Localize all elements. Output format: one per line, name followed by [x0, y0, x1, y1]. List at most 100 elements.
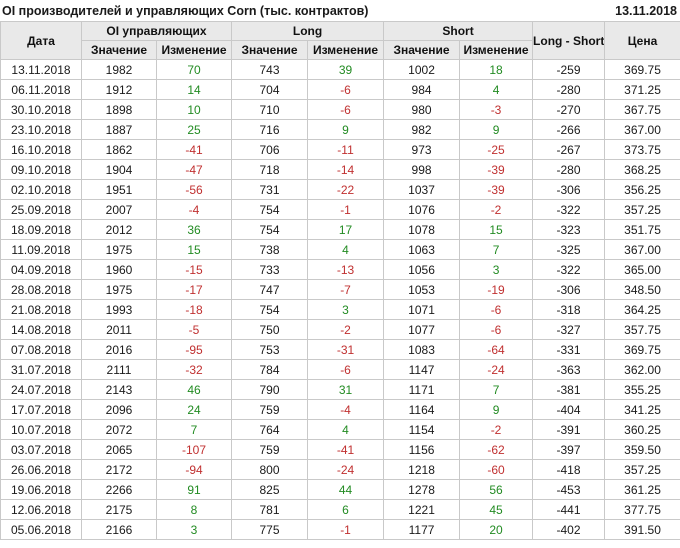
- cell-long-value: 731: [231, 179, 309, 200]
- cell-short-change: 15: [459, 219, 534, 240]
- cell-oi-change: 8: [155, 499, 233, 520]
- cell-long-value: 704: [231, 79, 309, 100]
- cell-price: 359.50: [604, 439, 680, 460]
- cell-oi-change: -107: [155, 439, 233, 460]
- cell-long-change: -41: [307, 439, 385, 460]
- cell-short-change: 7: [459, 239, 534, 260]
- cell-long-short: -322: [532, 199, 606, 220]
- cell-long-short: -280: [532, 159, 606, 180]
- cell-long-short: -381: [532, 379, 606, 400]
- cell-date: 04.09.2018: [0, 259, 82, 280]
- cell-short-change: 3: [459, 259, 534, 280]
- cell-oi-change: 15: [155, 239, 233, 260]
- cell-short-change: -39: [459, 179, 534, 200]
- cell-oi-change: 3: [155, 519, 233, 540]
- cell-short-change: -2: [459, 419, 534, 440]
- cell-date: 19.06.2018: [0, 479, 82, 500]
- cell-long-short: -397: [532, 439, 606, 460]
- cell-date: 06.11.2018: [0, 79, 82, 100]
- cell-short-change: 18: [459, 59, 534, 80]
- header-row-groups: Дата OI управляющих Long Short Long - Sh…: [0, 21, 680, 60]
- cell-long-short: -391: [532, 419, 606, 440]
- cell-long-value: 800: [231, 459, 309, 480]
- cell-long-value: 754: [231, 299, 309, 320]
- cell-long-change: -2: [307, 319, 385, 340]
- cell-short-change: -39: [459, 159, 534, 180]
- cell-short-value: 1164: [383, 399, 461, 420]
- table-row: 19.06.2018 2266 91 825 44 1278 56 -453 361.25: [0, 479, 680, 500]
- cell-short-change: 9: [459, 399, 534, 420]
- cell-long-change: 44: [307, 479, 385, 500]
- cell-long-short: -418: [532, 459, 606, 480]
- report-date: 13.11.2018: [615, 4, 677, 18]
- cell-short-change: -25: [459, 139, 534, 160]
- table-row: 05.06.2018 2166 3 775 -1 1177 20 -402 391.50: [0, 519, 680, 540]
- cell-oi-value: 1960: [81, 259, 157, 280]
- cell-short-change: 56: [459, 479, 534, 500]
- cell-short-value: 1218: [383, 459, 461, 480]
- cell-short-value: 1077: [383, 319, 461, 340]
- cell-long-short: -325: [532, 239, 606, 260]
- cell-price: 357.25: [604, 459, 680, 480]
- cell-long-value: 718: [231, 159, 309, 180]
- cell-price: 351.75: [604, 219, 680, 240]
- cell-price: 373.75: [604, 139, 680, 160]
- cell-oi-change: -5: [155, 319, 233, 340]
- cell-long-short: -327: [532, 319, 606, 340]
- cell-date: 10.07.2018: [0, 419, 82, 440]
- cell-oi-change: 14: [155, 79, 233, 100]
- cell-long-change: 9: [307, 119, 385, 140]
- cell-oi-value: 2172: [81, 459, 157, 480]
- table-row: 14.08.2018 2011 -5 750 -2 1077 -6 -327 357.75: [0, 319, 680, 340]
- cell-short-value: 1076: [383, 199, 461, 220]
- cell-long-short: -266: [532, 119, 606, 140]
- cell-date: 14.08.2018: [0, 319, 82, 340]
- cell-short-value: 1078: [383, 219, 461, 240]
- cell-short-value: 1154: [383, 419, 461, 440]
- table-header: Дата OI управляющих Long Short Long - Sh…: [0, 21, 680, 60]
- cell-short-value: 1156: [383, 439, 461, 460]
- cell-price: 348.50: [604, 279, 680, 300]
- cell-short-change: 4: [459, 79, 534, 100]
- cell-long-value: 759: [231, 399, 309, 420]
- cell-date: 26.06.2018: [0, 459, 82, 480]
- cell-date: 18.09.2018: [0, 219, 82, 240]
- cell-oi-change: -47: [155, 159, 233, 180]
- cell-long-change: -11: [307, 139, 385, 160]
- cell-short-change: -62: [459, 439, 534, 460]
- cell-long-value: 759: [231, 439, 309, 460]
- cell-short-change: -6: [459, 319, 534, 340]
- cell-long-value: 754: [231, 199, 309, 220]
- cell-long-change: 3: [307, 299, 385, 320]
- cell-long-change: -7: [307, 279, 385, 300]
- column-header-date: Дата: [0, 21, 82, 60]
- table-row: 03.07.2018 2065 -107 759 -41 1156 -62 -397 359.5…: [0, 439, 680, 460]
- cell-oi-value: 1951: [81, 179, 157, 200]
- cell-oi-change: -94: [155, 459, 233, 480]
- cell-long-short: -259: [532, 59, 606, 80]
- cell-long-value: 706: [231, 139, 309, 160]
- cell-short-change: -64: [459, 339, 534, 360]
- cell-date: 25.09.2018: [0, 199, 82, 220]
- cell-short-change: 7: [459, 379, 534, 400]
- cell-short-value: 1037: [383, 179, 461, 200]
- cell-oi-value: 2175: [81, 499, 157, 520]
- cell-long-change: 31: [307, 379, 385, 400]
- cell-long-change: -6: [307, 79, 385, 100]
- cell-date: 17.07.2018: [0, 399, 82, 420]
- table-row: 31.07.2018 2111 -32 784 -6 1147 -24 -363 362.00: [0, 359, 680, 380]
- cell-price: 357.75: [604, 319, 680, 340]
- cell-short-value: 973: [383, 139, 461, 160]
- cell-price: 364.25: [604, 299, 680, 320]
- cell-long-short: -363: [532, 359, 606, 380]
- cell-oi-value: 1904: [81, 159, 157, 180]
- cell-long-value: 743: [231, 59, 309, 80]
- cell-short-change: 9: [459, 119, 534, 140]
- cell-long-value: 784: [231, 359, 309, 380]
- cell-price: 391.50: [604, 519, 680, 540]
- cell-long-value: 733: [231, 259, 309, 280]
- cell-date: 07.08.2018: [0, 339, 82, 360]
- cell-long-short: -331: [532, 339, 606, 360]
- cell-price: 371.25: [604, 79, 680, 100]
- cell-date: 30.10.2018: [0, 99, 82, 120]
